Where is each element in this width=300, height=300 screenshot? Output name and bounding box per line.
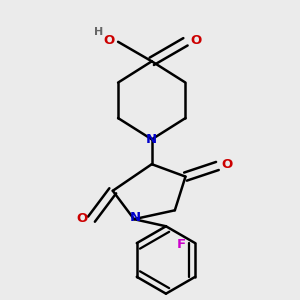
Text: N: N bbox=[130, 211, 141, 224]
Text: F: F bbox=[177, 238, 186, 251]
Text: O: O bbox=[103, 34, 115, 46]
Text: O: O bbox=[76, 212, 87, 225]
Text: H: H bbox=[94, 27, 103, 37]
Text: N: N bbox=[146, 133, 157, 146]
Text: O: O bbox=[222, 158, 233, 171]
Text: O: O bbox=[190, 34, 202, 46]
